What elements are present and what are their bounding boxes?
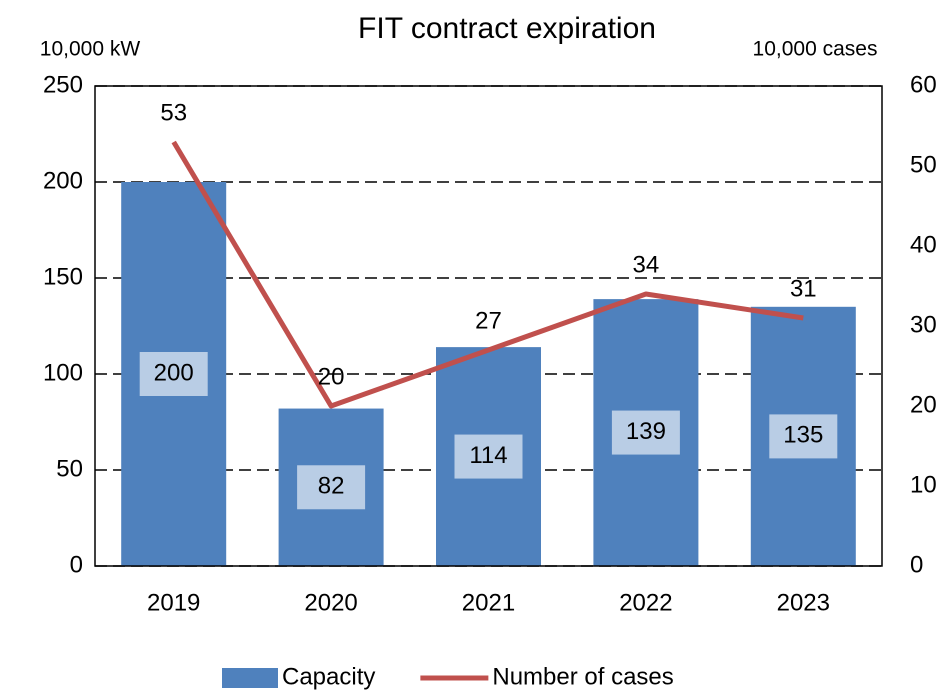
value-label: 31 [790, 275, 817, 302]
value-label-box [611, 410, 680, 455]
y-tick-label: 250 [43, 71, 83, 98]
y-tick-label: 50 [56, 455, 83, 482]
y2-tick-label: 20 [910, 391, 937, 418]
y2-tick-label: 10 [910, 471, 937, 498]
y2-tick-label: 30 [910, 311, 937, 338]
value-label-box [297, 465, 366, 510]
chart-title: FIT contract expiration [358, 12, 656, 45]
x-tick-label: 2023 [777, 589, 830, 616]
value-label-box [139, 352, 208, 396]
line [171, 140, 804, 409]
x-tick-label: 2022 [619, 589, 672, 616]
y2-axis-label: 10,000 cases [753, 38, 878, 61]
y-tick-label: 0 [70, 551, 83, 578]
value-label: 82 [318, 473, 345, 500]
value-label: 20 [318, 363, 345, 390]
legend-label: Number of cases [492, 663, 673, 690]
value-label: 200 [154, 359, 194, 386]
legend-swatch [222, 668, 278, 688]
value-label: 27 [475, 307, 502, 334]
value-label-box [769, 414, 838, 459]
value-label: 135 [783, 422, 823, 449]
y-tick-label: 200 [43, 167, 83, 194]
value-label: 53 [160, 99, 187, 126]
y2-tick-label: 0 [910, 551, 923, 578]
value-label-box [454, 434, 523, 479]
y2-tick-label: 60 [910, 71, 937, 98]
y-tick-label: 150 [43, 263, 83, 290]
y-axis-label: 10,000 kW [40, 38, 141, 61]
plot-border [94, 85, 883, 567]
value-label: 34 [633, 251, 660, 278]
x-tick-label: 2021 [462, 589, 515, 616]
y-tick-label: 100 [43, 359, 83, 386]
value-label: 114 [469, 442, 507, 469]
x-tick-label: 2019 [147, 589, 200, 616]
legend-label: Capacity [282, 663, 375, 690]
value-label: 139 [626, 418, 666, 445]
y2-tick-label: 50 [910, 151, 937, 178]
x-tick-label: 2020 [304, 589, 357, 616]
y2-tick-label: 40 [910, 231, 937, 258]
